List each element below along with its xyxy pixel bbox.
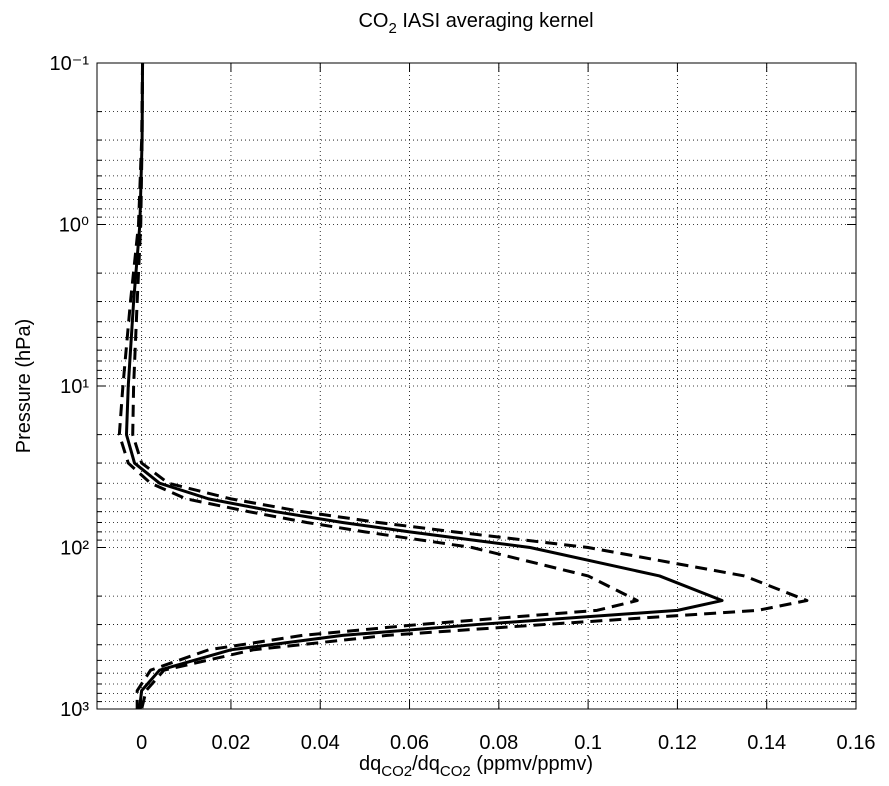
y-tick-label: 10⁻¹ — [50, 53, 90, 75]
x-tick-label: 0.02 — [211, 732, 250, 754]
x-label-subscript: CO2 — [440, 763, 471, 780]
x-label-part: dq — [359, 753, 381, 775]
title-part: CO — [358, 10, 388, 32]
x-label-part: /dq — [412, 753, 440, 775]
y-tick-label: 10² — [60, 538, 89, 560]
x-label-subscript: CO2 — [381, 763, 412, 780]
x-tick-label: 0.16 — [837, 732, 876, 754]
y-axis-label: Pressure (hPa) — [13, 319, 35, 454]
x-axis-label: dqCO2/dqCO2 (ppmv/ppmv) — [359, 753, 593, 780]
y-tick-label: 10³ — [60, 699, 89, 721]
series-line — [131, 62, 809, 710]
x-tick-label: 0.14 — [747, 732, 786, 754]
plot-frame — [96, 62, 857, 710]
title-subscript: 2 — [388, 20, 396, 37]
x-tick-label: 0.08 — [479, 732, 518, 754]
x-tick-label: 0.04 — [301, 732, 340, 754]
series-line — [117, 62, 639, 709]
series-line — [124, 62, 724, 710]
chart-title: CO2 IASI averaging kernel — [358, 10, 593, 37]
y-tick-label: 10⁰ — [59, 215, 89, 237]
x-tick-label: 0.12 — [658, 732, 697, 754]
x-tick-label: 0.06 — [390, 732, 429, 754]
x-label-part: (ppmv/ppmv) — [471, 753, 593, 775]
x-tick-label: 0.1 — [574, 732, 602, 754]
x-tick-label: 0 — [136, 732, 147, 754]
title-part: IASI averaging kernel — [397, 10, 594, 32]
y-tick-label: 10¹ — [60, 376, 89, 398]
